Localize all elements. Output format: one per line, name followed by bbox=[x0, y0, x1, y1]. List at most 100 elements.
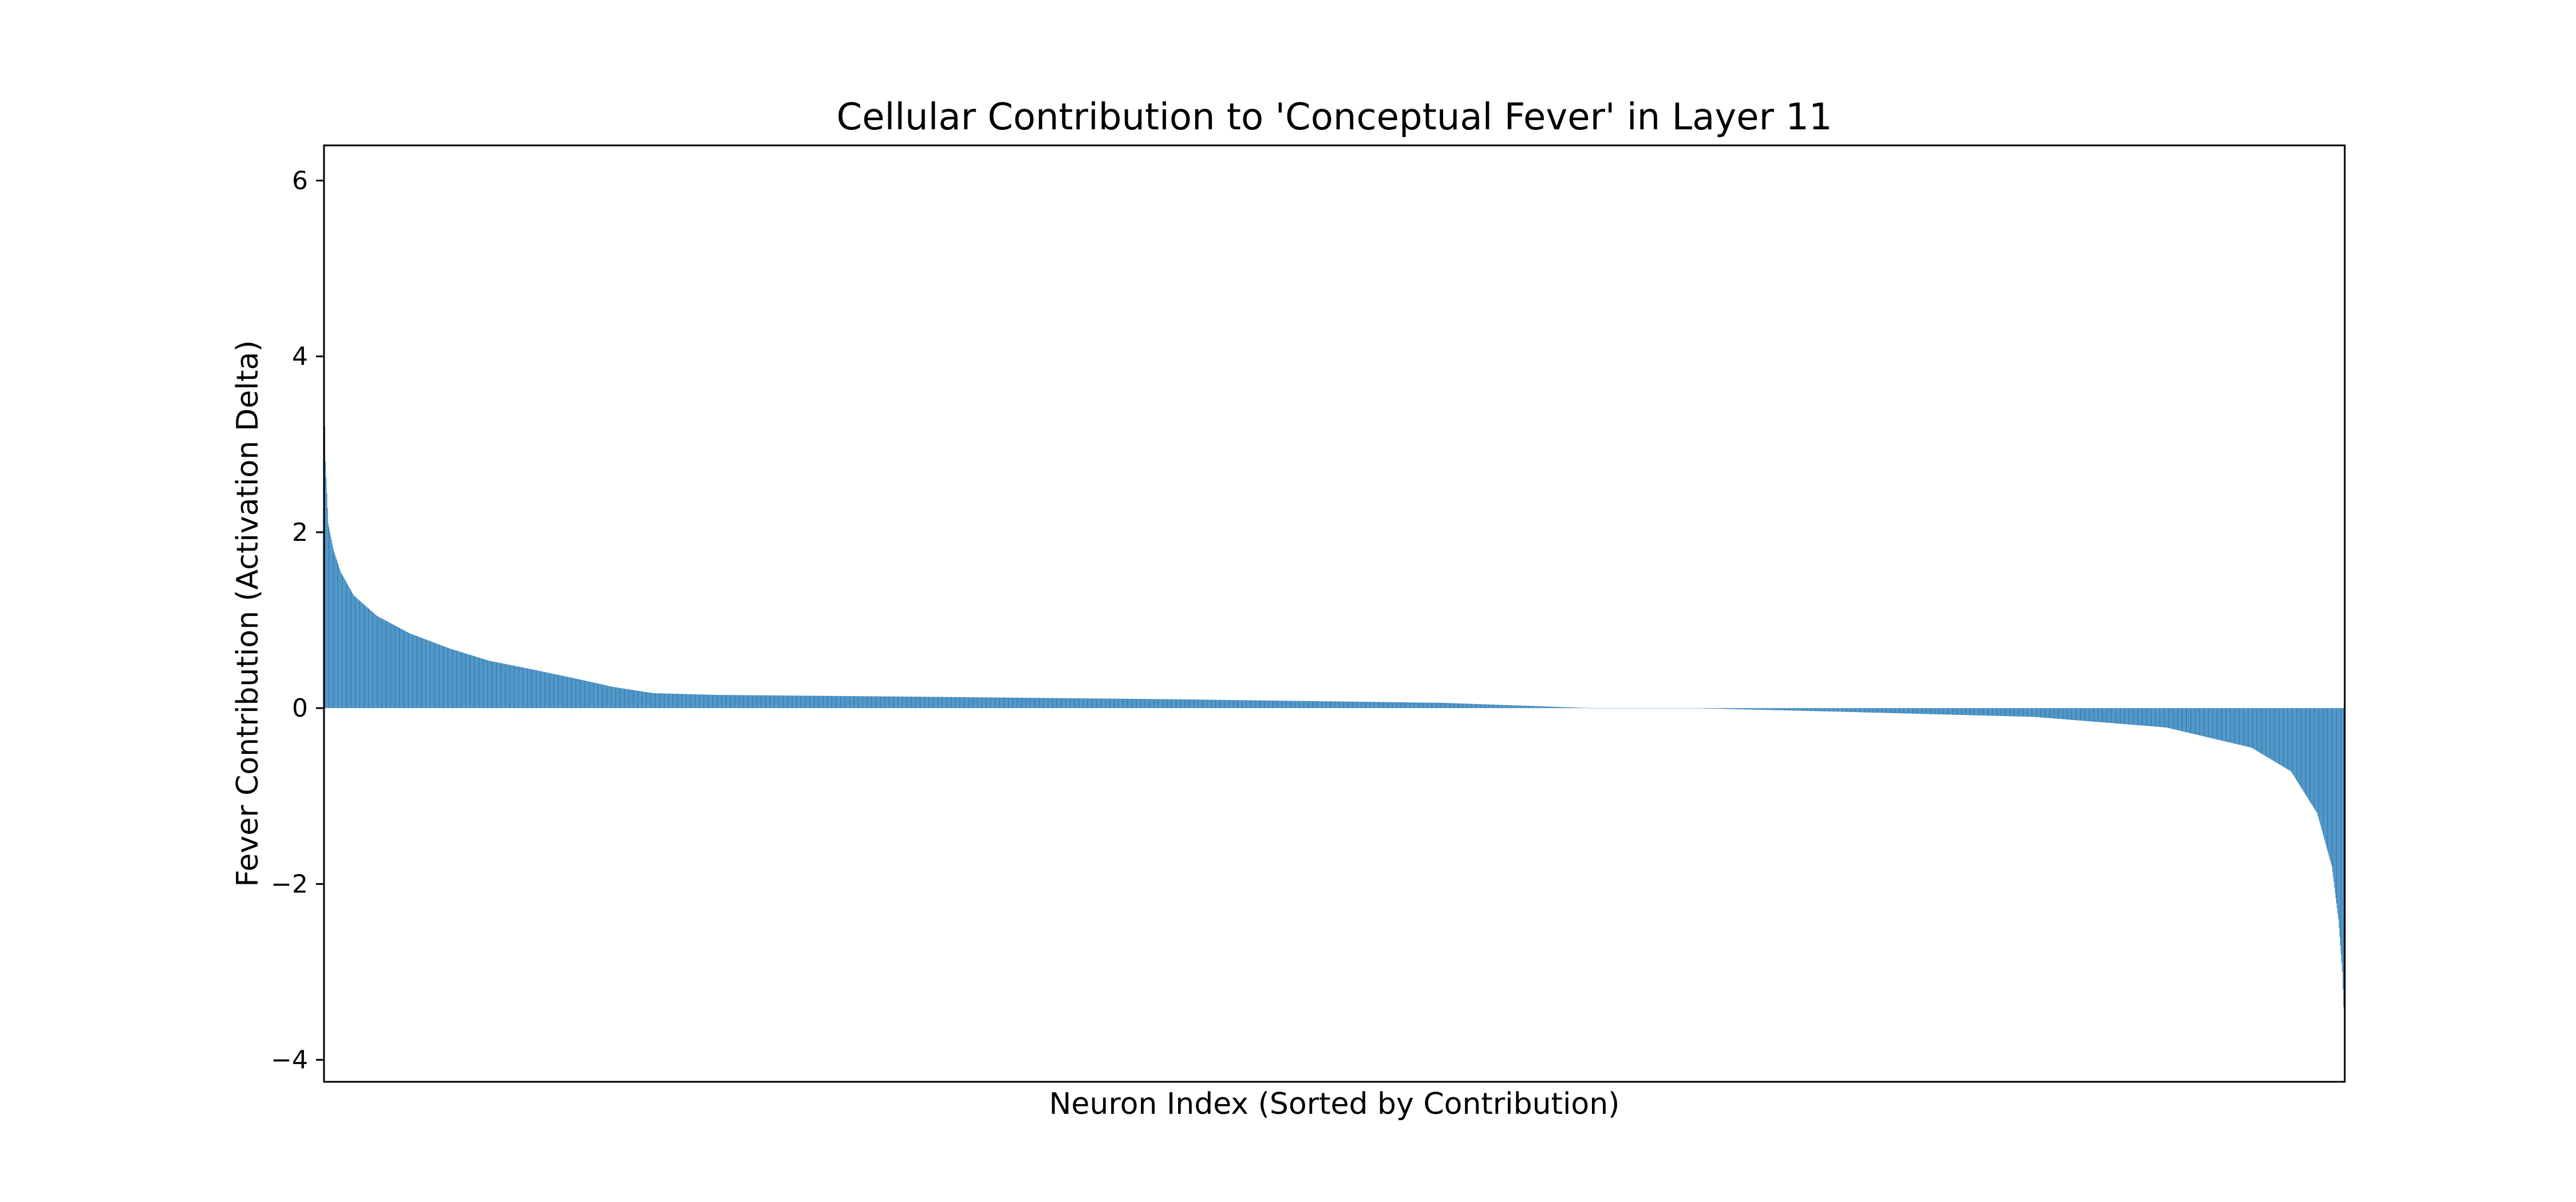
bar bbox=[1793, 708, 1794, 711]
bar bbox=[2023, 708, 2024, 717]
bar bbox=[1022, 698, 1024, 709]
bar bbox=[1683, 708, 1684, 709]
bar bbox=[1463, 703, 1464, 709]
bar bbox=[2090, 708, 2091, 722]
bar bbox=[428, 640, 429, 709]
bar bbox=[1718, 708, 1719, 709]
bar bbox=[1905, 708, 1906, 714]
bar bbox=[618, 687, 619, 709]
bar bbox=[360, 601, 361, 709]
bar bbox=[1013, 697, 1014, 709]
bar bbox=[1370, 702, 1372, 709]
bar bbox=[2048, 708, 2049, 718]
bar bbox=[1524, 705, 1526, 709]
bar bbox=[2311, 708, 2312, 804]
bar bbox=[1820, 708, 1822, 711]
bar bbox=[2184, 708, 2185, 732]
bar bbox=[2261, 708, 2262, 754]
bar bbox=[1812, 708, 1814, 711]
bar bbox=[537, 670, 538, 709]
bar bbox=[1847, 708, 1848, 712]
bar bbox=[566, 677, 567, 709]
bar bbox=[2249, 708, 2250, 748]
bar bbox=[1678, 708, 1679, 709]
bar bbox=[1776, 708, 1777, 710]
bar bbox=[1640, 708, 1641, 709]
bar bbox=[1192, 699, 1194, 709]
bar bbox=[959, 697, 960, 709]
bar bbox=[1377, 702, 1378, 709]
bar bbox=[2013, 708, 2014, 717]
bar bbox=[1282, 701, 1283, 709]
bar bbox=[1042, 698, 1044, 709]
bar bbox=[705, 694, 706, 709]
bar bbox=[781, 695, 783, 709]
bar bbox=[1453, 703, 1454, 709]
bar bbox=[843, 696, 844, 709]
bar bbox=[1024, 698, 1025, 709]
bar bbox=[452, 649, 453, 709]
bar bbox=[1492, 704, 1493, 709]
bar bbox=[912, 697, 914, 709]
bar bbox=[804, 695, 805, 709]
bar bbox=[1101, 698, 1103, 709]
bar bbox=[2143, 708, 2144, 726]
bar bbox=[1373, 702, 1374, 709]
bar bbox=[2085, 708, 2087, 721]
bar bbox=[410, 634, 411, 709]
bar bbox=[1431, 702, 1432, 709]
bar bbox=[1121, 698, 1123, 709]
bar bbox=[2338, 708, 2339, 919]
bar bbox=[1114, 698, 1115, 709]
bar bbox=[1020, 697, 1021, 709]
bar bbox=[1125, 698, 1126, 709]
bar bbox=[1255, 700, 1257, 709]
bar bbox=[1603, 708, 1604, 709]
bar bbox=[2333, 708, 2334, 883]
bar bbox=[753, 695, 754, 709]
bar bbox=[1963, 708, 1964, 715]
bar bbox=[584, 681, 585, 709]
bar bbox=[1939, 708, 1941, 715]
bar bbox=[2173, 708, 2174, 729]
bar bbox=[1955, 708, 1957, 715]
bar bbox=[436, 643, 437, 709]
bar bbox=[485, 659, 487, 709]
bar bbox=[1335, 701, 1336, 709]
bar bbox=[1521, 705, 1522, 709]
bar bbox=[1062, 698, 1064, 709]
bar bbox=[1569, 707, 1570, 709]
bar bbox=[993, 697, 994, 709]
bar bbox=[1986, 708, 1987, 716]
bar bbox=[441, 645, 442, 709]
bar bbox=[617, 687, 618, 709]
bar bbox=[1961, 708, 1962, 715]
bar bbox=[1540, 706, 1541, 709]
bar bbox=[2065, 708, 2067, 719]
bar bbox=[1143, 699, 1144, 709]
bar bbox=[1487, 704, 1488, 709]
bar bbox=[1694, 708, 1695, 709]
bar bbox=[615, 687, 616, 709]
bar bbox=[924, 697, 926, 709]
bar bbox=[1512, 705, 1514, 709]
bar bbox=[1680, 708, 1681, 709]
bar bbox=[1575, 707, 1576, 709]
bar bbox=[896, 696, 898, 709]
bar bbox=[2111, 708, 2112, 723]
bar bbox=[1386, 702, 1388, 709]
bar bbox=[1161, 699, 1163, 709]
bar bbox=[1231, 699, 1232, 709]
bar bbox=[892, 696, 893, 709]
bar bbox=[2257, 708, 2258, 752]
bar bbox=[376, 615, 377, 709]
bar bbox=[1212, 699, 1214, 709]
bar bbox=[1308, 701, 1309, 709]
bar bbox=[1117, 698, 1119, 709]
bar bbox=[1145, 699, 1147, 709]
bar bbox=[2230, 708, 2231, 743]
bar bbox=[1467, 703, 1468, 709]
bar bbox=[410, 634, 412, 709]
bar bbox=[1933, 708, 1934, 714]
bar bbox=[1786, 708, 1787, 711]
